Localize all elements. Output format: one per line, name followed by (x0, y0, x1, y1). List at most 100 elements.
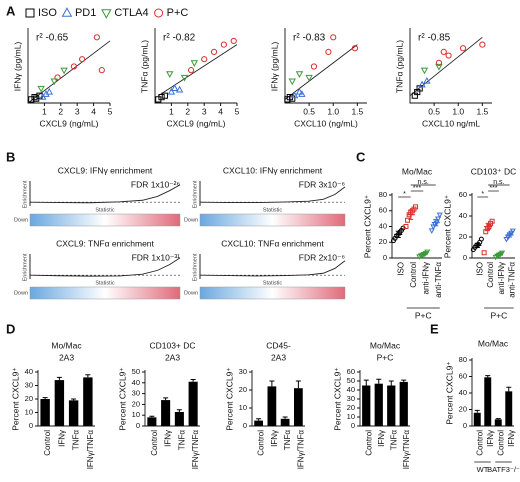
chart-title: Mo/Mac (370, 340, 401, 350)
point (435, 59, 443, 66)
point (50, 78, 58, 86)
point (411, 92, 418, 99)
chart-title: 2A3 (271, 352, 286, 362)
x-tick-label: 1.0 (452, 106, 464, 116)
x-tick-label: 4 (91, 106, 96, 116)
point (284, 96, 291, 103)
y-tick-label: 60 (459, 371, 467, 380)
y-tick-label: 0 (243, 421, 247, 430)
bar (188, 381, 198, 426)
bar (473, 412, 481, 426)
sig-label: * (403, 191, 406, 198)
x-tick-label: Control (150, 430, 159, 456)
y-tick-label: 30 (239, 367, 247, 376)
bar (374, 383, 383, 426)
y-tick-label: 10 (132, 410, 140, 419)
chart-title: CD45- (266, 340, 291, 350)
annotation: r² -0.85 (418, 33, 451, 44)
panel-letter: B (6, 149, 15, 164)
chart-title: Mo/Mac (478, 338, 509, 348)
x-tick-label: TNFα (389, 430, 398, 451)
x-tick-label: anti-IFNγ (497, 262, 506, 294)
enrichment-curve (199, 186, 346, 203)
axis-line (154, 28, 237, 104)
x-tick-label: Control (257, 430, 266, 456)
chart-title: CXCL10: IFNγ enrichment (223, 165, 323, 175)
annotation: r² -0.82 (163, 33, 196, 44)
x-tick-label: IFNγ (270, 430, 279, 447)
y-tick-label: 20 (379, 237, 387, 246)
x-axis-label: Statistic (95, 207, 115, 213)
chart-title: CXCL9: TNFα enrichment (56, 238, 154, 248)
point (479, 41, 486, 48)
error-bar (176, 409, 182, 412)
y-axis-label: IFNγ (pg/mL) (269, 42, 279, 92)
group-label: WT (477, 465, 489, 474)
y-axis-label: TNFα (pg/mL) (394, 40, 404, 93)
x-tick-label: Control (364, 430, 373, 456)
x-tick-label: 1 (169, 106, 174, 116)
error-bar (474, 409, 480, 413)
point (423, 76, 431, 84)
x-tick-label: 5 (108, 106, 113, 116)
point (509, 228, 516, 235)
point (330, 34, 337, 41)
y-tick-label: 20 (132, 399, 140, 408)
y-axis-label: Percent CXCL9⁺ (10, 367, 20, 431)
error-bar (495, 418, 501, 420)
x-axis-label: Statistic (263, 207, 283, 213)
annotation: FDR 1x10⁻²⁶ (131, 179, 180, 189)
y-tick-label: 60 (347, 367, 355, 376)
error-bar (474, 243, 480, 248)
x-tick-label: 1.5 (476, 106, 488, 116)
legend-label: ISO (38, 7, 57, 19)
x-tick-label: 2 (185, 106, 190, 116)
point (288, 78, 296, 86)
point (405, 217, 411, 223)
point (430, 224, 437, 230)
x-tick-label: Control (409, 262, 418, 288)
enrichment-curve (29, 184, 181, 204)
point (70, 63, 78, 70)
error-bar (269, 380, 275, 387)
point (31, 94, 38, 101)
y-axis-label: IFNγ (pg/mL) (12, 42, 22, 92)
error-bar (163, 397, 169, 401)
error-bar (485, 375, 491, 378)
y-tick-label: 40 (25, 367, 33, 376)
point (486, 224, 492, 229)
point (435, 63, 443, 71)
x-tick-label: Control (486, 262, 495, 288)
point (98, 67, 105, 74)
point (445, 52, 452, 59)
point (298, 90, 306, 97)
y-tick-label: 40 (347, 385, 355, 394)
annotation: FDR 3x10⁻⁶ (299, 179, 345, 189)
error-bar (485, 223, 491, 231)
bar (362, 385, 371, 426)
y-axis-label: Percent CXCL9⁺ (117, 367, 127, 431)
sig-label: *** (413, 185, 421, 192)
annotation: r² -0.83 (293, 33, 326, 44)
x-tick-label: Control (43, 430, 52, 456)
panel-letter: D (6, 321, 15, 336)
point (403, 224, 409, 229)
sig-label: * (481, 191, 484, 198)
point (478, 236, 484, 242)
y-tick-label: 60 (459, 190, 467, 199)
point (93, 34, 100, 41)
error-bar (85, 374, 91, 378)
barcode-label: Down (184, 217, 198, 223)
bar (83, 377, 93, 426)
y-axis-label: Enrichment (192, 180, 198, 208)
point (420, 67, 429, 75)
x-axis-label: CXCL10 (ng/mL) (294, 118, 358, 128)
point (37, 85, 45, 93)
chart-title: CXCL10: TNFα enrichment (221, 238, 324, 248)
x-axis-label: Statistic (95, 280, 115, 286)
point (295, 87, 304, 95)
legend-marker (25, 8, 35, 18)
panel-letter: E (430, 321, 439, 336)
y-tick-label: 10 (25, 407, 33, 416)
bar (294, 388, 303, 426)
